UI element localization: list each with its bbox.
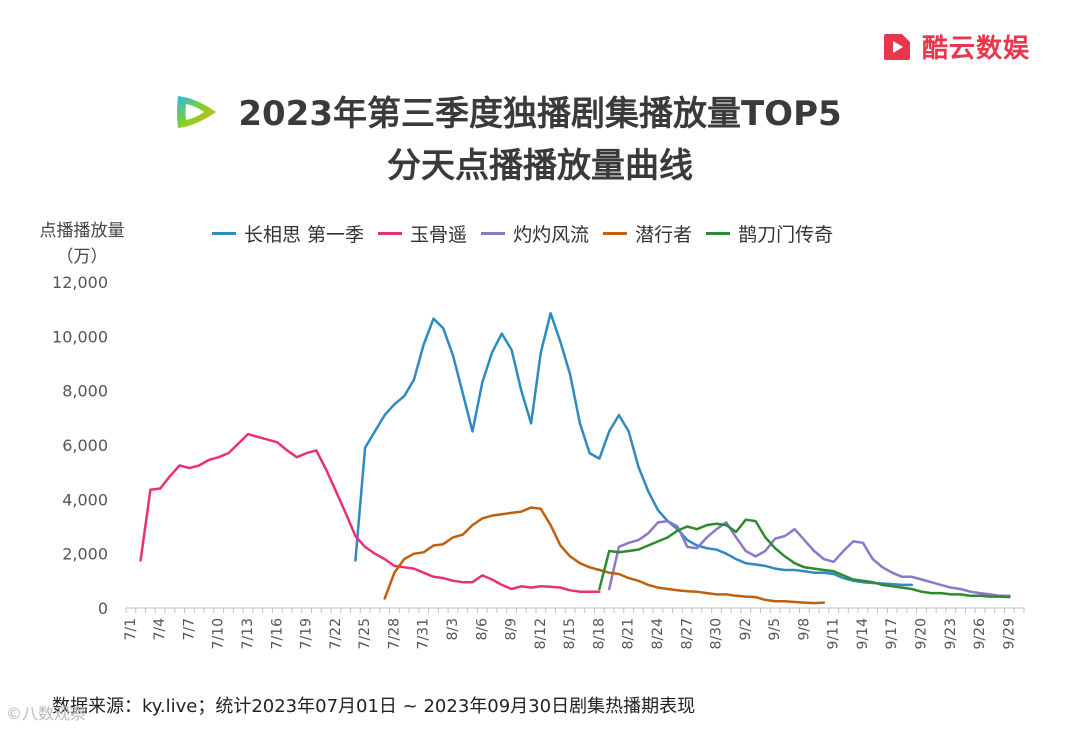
- y-tick-label: 10,000: [52, 327, 108, 346]
- x-tick-label: 7/13: [240, 618, 256, 649]
- y-tick-label: 6,000: [62, 436, 108, 455]
- x-tick-label: 7/1: [123, 618, 139, 641]
- legend-swatch: [378, 232, 403, 235]
- watermark: ©八数观察: [6, 704, 87, 723]
- y-tick-label: 4,000: [62, 490, 108, 509]
- y-tick-label: 0: [98, 599, 108, 618]
- y-tick-label: 12,000: [52, 273, 108, 292]
- x-tick-label: 8/15: [562, 618, 578, 649]
- x-tick-label: 9/29: [1001, 618, 1017, 649]
- x-tick-label: 9/17: [884, 618, 900, 649]
- x-tick-label: 8/27: [679, 618, 695, 649]
- legend-item: 长相思 第一季: [212, 220, 364, 247]
- x-tick-label: 9/23: [943, 618, 959, 649]
- x-tick-label: 7/7: [181, 618, 197, 641]
- legend-item: 鹊刀门传奇: [706, 220, 833, 247]
- y-tick-label: 8,000: [62, 382, 108, 401]
- x-tick-label: 7/10: [211, 618, 227, 649]
- series-line-4: [598, 518, 1011, 599]
- legend-label: 鹊刀门传奇: [738, 224, 834, 246]
- x-tick-label: 8/12: [533, 618, 549, 649]
- x-tick-label: 8/30: [709, 618, 725, 649]
- x-tick-label: 9/8: [796, 618, 812, 641]
- x-tick-label: 8/18: [591, 618, 607, 649]
- title-line-1: 2023年第三季度独播剧集播放量TOP5: [238, 94, 842, 134]
- y-axis-label-line2: （万）: [56, 247, 108, 267]
- x-tick-label: 7/28: [386, 618, 402, 649]
- x-tick-label: 7/31: [416, 618, 432, 649]
- y-axis-label: 点播播放量 （万）: [30, 218, 134, 270]
- brand-logo: 酷云数娱: [880, 28, 1030, 65]
- x-tick-label: 8/3: [445, 618, 461, 641]
- series-line-1: [139, 432, 601, 593]
- legend-swatch: [706, 232, 731, 235]
- legend-swatch: [212, 232, 236, 235]
- legend: 长相思 第一季 玉骨遥 灼灼风流 潜行者 鹊刀门传奇: [212, 220, 847, 247]
- y-tick-label: 2,000: [62, 545, 108, 564]
- legend-label: 玉骨遥: [410, 224, 468, 246]
- x-tick-label: 9/14: [855, 618, 871, 650]
- x-tick-label: 9/26: [972, 618, 988, 650]
- tencent-video-icon: [177, 96, 216, 128]
- x-tick-label: 9/5: [767, 618, 783, 641]
- brand-name: 酷云数娱: [922, 34, 1031, 64]
- legend-label: 长相思 第一季: [244, 224, 365, 246]
- series-line-0: [354, 311, 914, 587]
- x-tick-label: 9/11: [826, 618, 842, 649]
- legend-item: 潜行者: [603, 220, 692, 247]
- legend-swatch: [603, 232, 628, 235]
- y-axis-label-line1: 点播播放量: [39, 221, 125, 241]
- x-tick-label: 7/19: [299, 618, 315, 649]
- title-line-2: 分天点播播放量曲线: [387, 146, 693, 186]
- x-tick-label: 8/21: [621, 618, 637, 649]
- legend-label: 潜行者: [635, 224, 693, 246]
- legend-item: 玉骨遥: [378, 220, 467, 247]
- legend-label: 灼灼风流: [513, 224, 590, 246]
- x-tick-label: 8/6: [474, 618, 490, 641]
- x-tick-label: 7/16: [269, 618, 285, 650]
- x-tick-label: 7/22: [328, 618, 344, 649]
- legend-item: 灼灼风流: [481, 220, 589, 247]
- x-tick-label: 7/4: [152, 618, 168, 641]
- chart-title: 2023年第三季度独播剧集播放量TOP5 分天点播播放量曲线: [0, 88, 1080, 192]
- x-tick-label: 9/2: [738, 618, 754, 641]
- kuyun-logo-icon: [884, 33, 910, 60]
- legend-swatch: [481, 232, 506, 235]
- data-source-footer: 数据来源：ky.live；统计2023年07月01日 ~ 2023年09月30日…: [52, 696, 696, 717]
- x-tick-label: 7/25: [357, 618, 373, 649]
- x-tick-label: 9/20: [914, 618, 930, 649]
- series-line-2: [607, 519, 1011, 598]
- x-tick-label: 8/9: [504, 618, 520, 641]
- x-tick-label: 8/24: [650, 618, 666, 650]
